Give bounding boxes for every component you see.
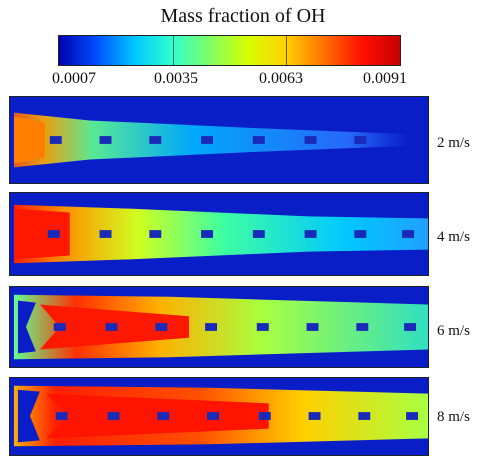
colorbar-tick-line-2 [286,36,288,65]
colorbar [58,35,401,66]
contour-panel-2ms [9,96,429,184]
colorbar-tick-line-1 [172,36,174,65]
colorbar-tick-label-4: 0.0091 [363,70,407,87]
contour-panel-4ms [9,192,429,276]
colorbar-tick-label-3: 0.0063 [259,70,303,87]
contour-panel-6ms [9,286,429,368]
contour-panel-8ms [9,377,429,456]
velocity-label-2ms: 2 m/s [437,135,470,151]
colorbar-tick-label-2: 0.0035 [154,70,198,87]
velocity-label-4ms: 4 m/s [437,229,470,245]
colorbar-title: Mass fraction of OH [160,5,326,27]
velocity-label-8ms: 8 m/s [437,409,470,425]
colorbar-tick-label-1: 0.0007 [52,70,96,87]
velocity-label-6ms: 6 m/s [437,323,470,339]
